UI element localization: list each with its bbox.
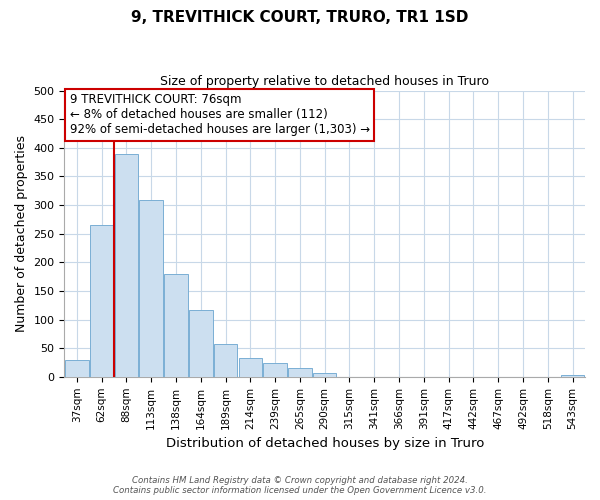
Bar: [263, 362, 287, 377]
Bar: [139, 200, 163, 377]
Y-axis label: Number of detached properties: Number of detached properties: [15, 135, 28, 332]
Text: Contains HM Land Registry data © Crown copyright and database right 2024.
Contai: Contains HM Land Registry data © Crown c…: [113, 476, 487, 495]
Bar: [214, 344, 238, 377]
Title: Size of property relative to detached houses in Truro: Size of property relative to detached ho…: [160, 75, 489, 88]
Bar: [189, 310, 212, 377]
Bar: [115, 154, 138, 377]
X-axis label: Distribution of detached houses by size in Truro: Distribution of detached houses by size …: [166, 437, 484, 450]
Bar: [561, 375, 584, 377]
Text: 9 TREVITHICK COURT: 76sqm
← 8% of detached houses are smaller (112)
92% of semi-: 9 TREVITHICK COURT: 76sqm ← 8% of detach…: [70, 94, 370, 136]
Bar: [90, 225, 113, 377]
Bar: [288, 368, 311, 377]
Bar: [239, 358, 262, 377]
Bar: [313, 374, 337, 377]
Bar: [65, 360, 89, 377]
Text: 9, TREVITHICK COURT, TRURO, TR1 1SD: 9, TREVITHICK COURT, TRURO, TR1 1SD: [131, 10, 469, 25]
Bar: [164, 274, 188, 377]
